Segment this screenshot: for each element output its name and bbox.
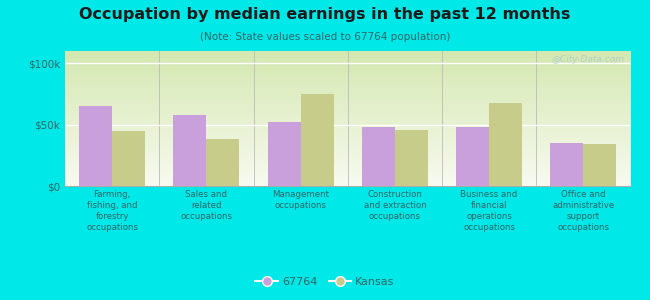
Bar (395, 130, 428, 186)
Legend: 67764, Kansas: 67764, Kansas (251, 273, 399, 291)
Bar (362, 127, 395, 186)
Bar (207, 140, 239, 186)
Bar (456, 127, 489, 186)
Bar (174, 115, 207, 186)
Text: @City-Data.com: @City-Data.com (552, 55, 625, 64)
Bar (489, 103, 522, 186)
Bar (551, 143, 584, 186)
Bar (79, 106, 112, 186)
Text: (Note: State values scaled to 67764 population): (Note: State values scaled to 67764 popu… (200, 32, 450, 41)
Bar (112, 131, 145, 186)
Text: Occupation by median earnings in the past 12 months: Occupation by median earnings in the pas… (79, 8, 571, 22)
Bar (584, 144, 616, 186)
Bar (268, 122, 300, 186)
Bar (300, 94, 333, 186)
